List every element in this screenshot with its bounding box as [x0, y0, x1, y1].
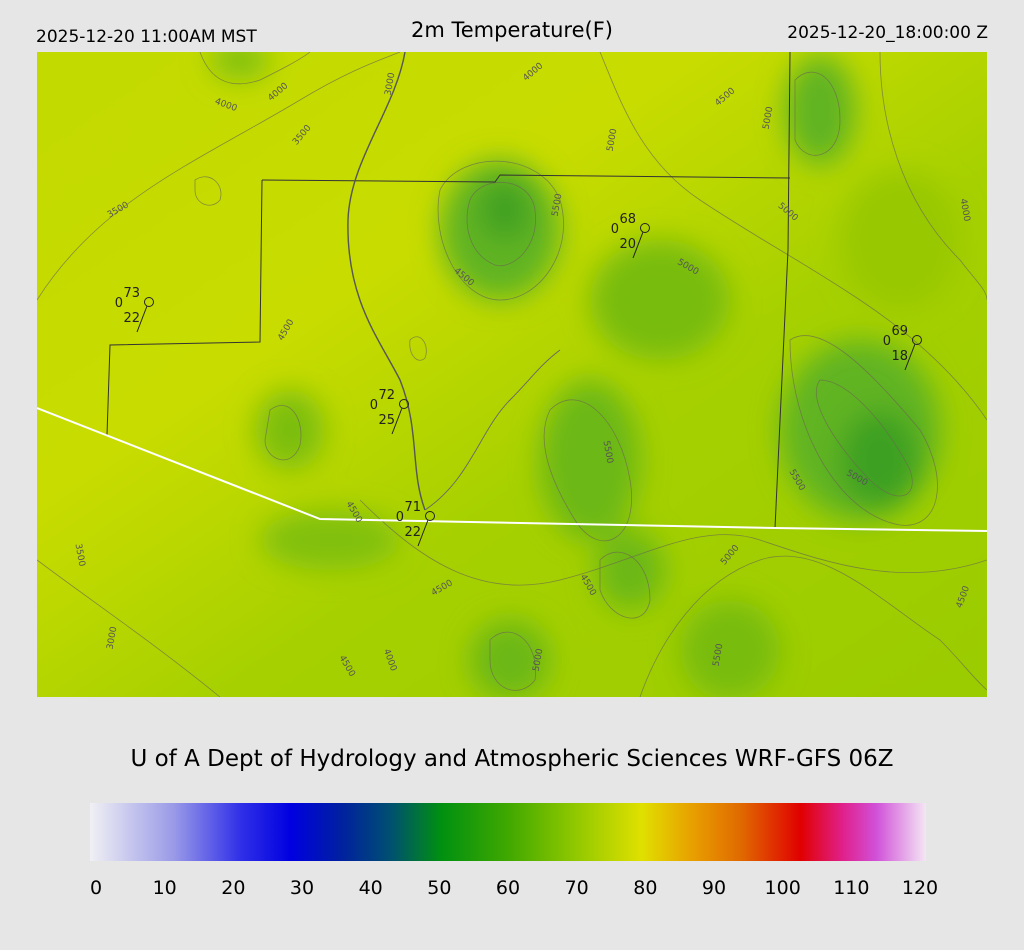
colorbar-tick-label: 40 — [359, 877, 383, 899]
wind-barb — [417, 519, 429, 547]
contour-label: 3000 — [106, 626, 120, 651]
station-wind: 0 — [370, 398, 378, 413]
colorbar-tick-label: 50 — [427, 877, 451, 899]
colorbar-tick-label: 90 — [702, 877, 726, 899]
station-marker — [425, 511, 435, 521]
station-dewpoint: 20 — [619, 237, 636, 252]
station-temperature: 72 — [378, 388, 395, 403]
wind-barb — [632, 231, 644, 259]
title: 2m Temperature(F) — [411, 18, 613, 42]
contour-label: 5000 — [532, 648, 546, 673]
contour-label: 5500 — [712, 643, 726, 668]
boundaries — [37, 52, 987, 532]
colorbar-tick-label: 10 — [153, 877, 177, 899]
terrain-shading — [210, 52, 960, 697]
contour-label: 5000 — [762, 106, 776, 131]
colorbar-tick-label: 110 — [833, 877, 869, 899]
contour-label: 3500 — [73, 543, 87, 568]
wind-barb — [136, 305, 148, 333]
contour-label: 5500 — [551, 193, 565, 218]
station-dewpoint: 22 — [123, 311, 140, 326]
valid-local: 2025-12-20 11:00AM MST — [36, 27, 257, 47]
contour-label: 5000 — [606, 128, 620, 153]
station-dewpoint: 22 — [404, 525, 421, 540]
wind-barb — [391, 407, 403, 435]
station-temperature: 71 — [404, 500, 421, 515]
station-wind: 0 — [883, 334, 891, 349]
colorbar-tick-label: 0 — [90, 877, 102, 899]
colorbar-tick-label: 70 — [565, 877, 589, 899]
station-dewpoint: 25 — [378, 413, 395, 428]
station-wind: 0 — [115, 296, 123, 311]
station-temperature: 69 — [891, 324, 908, 339]
colorbar-tick-label: 80 — [633, 877, 657, 899]
station-marker — [912, 335, 922, 345]
colorbar-ticks: 0 10 20 30 40 50 60 70 80 90 100 110 120 — [90, 877, 938, 899]
colorbar-tick-label: 60 — [496, 877, 520, 899]
colorbar-tick-label: 20 — [221, 877, 245, 899]
wind-barb — [904, 343, 916, 371]
station-temperature: 73 — [123, 286, 140, 301]
valid-utc: 2025-12-20_18:00:00 Z — [787, 23, 988, 43]
contours — [37, 52, 987, 697]
colorbar-tick-label: 100 — [765, 877, 801, 899]
station-marker — [144, 297, 154, 307]
station-dewpoint: 18 — [891, 349, 908, 364]
colorbar-tick-label: 30 — [290, 877, 314, 899]
contour-label: 4000 — [958, 198, 972, 223]
station-temperature: 68 — [619, 212, 636, 227]
station-wind: 0 — [611, 222, 619, 237]
credit: U of A Dept of Hydrology and Atmospheric… — [130, 746, 893, 772]
colorbar — [90, 803, 926, 861]
contour-label: 3000 — [384, 72, 398, 97]
station-wind: 0 — [396, 510, 404, 525]
station-marker — [399, 399, 409, 409]
station-marker — [640, 223, 650, 233]
contour-label: 5500 — [601, 440, 615, 465]
colorbar-tick-label: 120 — [902, 877, 938, 899]
